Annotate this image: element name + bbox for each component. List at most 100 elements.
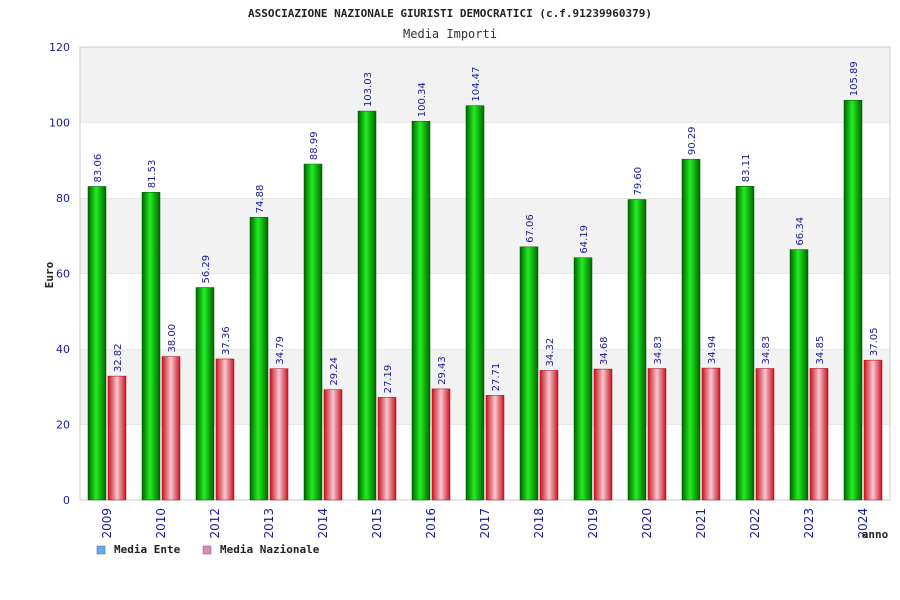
value-label: 34.32 [545, 338, 556, 367]
value-label: 83.11 [741, 154, 752, 183]
value-label: 74.88 [255, 185, 266, 214]
x-tick-label: 2014 [316, 508, 330, 539]
x-tick-label: 2012 [208, 508, 222, 539]
grid-band [80, 273, 890, 349]
bars: 83.06 32.82 81.53 38.00 56.29 37.36 74.88 34.79… [87, 61, 883, 501]
y-tick-label: 0 [63, 494, 70, 507]
value-label: 29.24 [329, 357, 340, 386]
x-tick-label: 2009 [100, 508, 114, 539]
grid-band [80, 349, 890, 425]
y-axis-label: Euro [43, 261, 56, 288]
value-label: 64.19 [579, 225, 590, 254]
x-tick-label: 2013 [262, 508, 276, 539]
x-tick-label: 2019 [586, 508, 600, 539]
x-tick-label: 2017 [478, 508, 492, 539]
bar-media-nazionale-2016 [431, 388, 451, 501]
y-tick-label: 20 [56, 419, 70, 432]
bar-media-nazionale-2023 [809, 368, 829, 501]
plot-frame [79, 46, 891, 501]
chart-title: ASSOCIAZIONE NAZIONALE GIURISTI DEMOCRAT… [248, 7, 652, 20]
value-label: 103.03 [363, 72, 374, 107]
bar-media-ente-2015 [357, 110, 377, 501]
legend-label-media-ente: Media Ente [114, 543, 181, 556]
bar-media-ente-2020 [627, 199, 647, 501]
value-label: 38.00 [167, 324, 178, 353]
legend: Media Ente Media Nazionale [96, 543, 320, 556]
value-label: 34.68 [599, 336, 610, 365]
legend-swatch-media-ente [96, 545, 106, 555]
bar-media-nazionale-2019 [593, 368, 613, 501]
y-tick-label: 40 [56, 343, 70, 356]
value-label: 104.47 [471, 67, 482, 102]
legend-swatch-media-nazionale [202, 545, 212, 555]
bar-media-nazionale-2020 [647, 368, 667, 501]
value-label: 37.05 [869, 327, 880, 356]
bar-media-nazionale-2024 [863, 359, 883, 501]
grid-band [80, 198, 890, 274]
y-tick-label: 80 [56, 192, 70, 205]
bar-media-ente-2016 [411, 120, 431, 501]
bar-media-nazionale-2010 [161, 356, 181, 501]
value-label: 81.53 [147, 160, 158, 189]
value-label: 67.06 [525, 214, 536, 243]
value-label: 27.19 [383, 365, 394, 394]
value-label: 34.85 [815, 336, 826, 365]
bar-media-ente-2024 [843, 100, 863, 501]
value-label: 34.83 [653, 336, 664, 365]
value-label: 37.36 [221, 326, 232, 355]
x-tick-label: 2016 [424, 508, 438, 539]
bar-media-nazionale-2013 [269, 368, 289, 501]
x-tick-label: 2018 [532, 508, 546, 539]
y-axis: 0 20 40 60 80 100 120 [49, 41, 70, 507]
bar-media-nazionale-2015 [377, 397, 397, 501]
bar-media-ente-2022 [735, 186, 755, 501]
value-label: 90.29 [687, 127, 698, 156]
grid-band [80, 424, 890, 500]
x-axis-label: anno [862, 528, 889, 541]
plot-background [79, 46, 891, 501]
value-label: 34.83 [761, 336, 772, 365]
bar-media-nazionale-2021 [701, 367, 721, 501]
bar-media-nazionale-2012 [215, 358, 235, 501]
bar-media-nazionale-2017 [485, 395, 505, 501]
value-label: 105.89 [849, 61, 860, 96]
bar-media-nazionale-2018 [539, 370, 559, 501]
bar-media-ente-2014 [303, 163, 323, 501]
x-tick-label: 2010 [154, 508, 168, 539]
x-tick-label: 2020 [640, 508, 654, 539]
bar-media-nazionale-2009 [107, 375, 127, 501]
value-label: 56.29 [201, 255, 212, 284]
grid-band [80, 47, 890, 123]
bar-media-ente-2021 [681, 158, 701, 501]
bar-media-ente-2017 [465, 105, 485, 501]
chart-subtitle: Media Importi [403, 27, 497, 41]
bar-media-ente-2009 [87, 186, 107, 501]
value-label: 88.99 [309, 131, 320, 160]
value-label: 83.06 [93, 154, 104, 183]
value-label: 27.71 [491, 363, 502, 392]
value-label: 66.34 [795, 217, 806, 246]
value-label: 34.94 [707, 335, 718, 364]
bar-media-ente-2018 [519, 246, 539, 501]
x-tick-label: 2021 [694, 508, 708, 539]
legend-label-media-nazionale: Media Nazionale [220, 543, 320, 556]
bar-media-ente-2010 [141, 191, 161, 501]
bar-media-ente-2013 [249, 217, 269, 501]
x-tick-label: 2022 [748, 508, 762, 539]
bar-media-ente-2012 [195, 287, 215, 501]
x-axis: 2009 2010 2012 2013 2014 2015 2016 2017 2018 2019… [100, 508, 870, 539]
value-label: 29.43 [437, 356, 448, 385]
bar-media-ente-2023 [789, 249, 809, 501]
bar-media-nazionale-2014 [323, 389, 343, 501]
grid-band [80, 122, 890, 198]
value-label: 100.34 [417, 82, 428, 117]
bar-media-nazionale-2022 [755, 368, 775, 501]
y-tick-label: 100 [49, 117, 70, 130]
x-tick-label: 2023 [802, 508, 816, 539]
x-tick-label: 2015 [370, 508, 384, 539]
y-tick-label: 120 [49, 41, 70, 54]
value-label: 32.82 [113, 343, 124, 372]
bar-media-ente-2019 [573, 257, 593, 501]
y-tick-label: 60 [56, 268, 70, 281]
